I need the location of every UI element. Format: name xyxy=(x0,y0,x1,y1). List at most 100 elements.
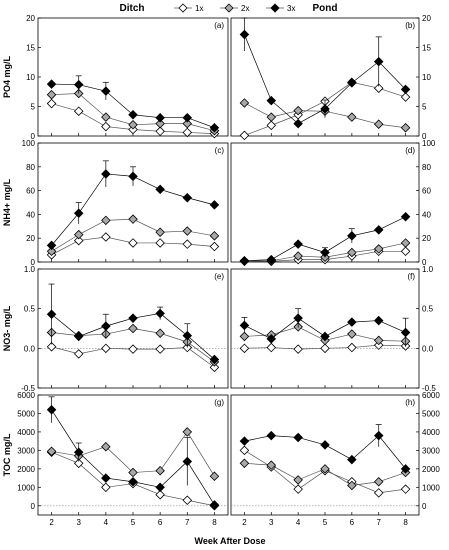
data-point-2x xyxy=(155,227,165,238)
y-tick-label: 20 xyxy=(26,14,35,23)
legend-label-1x: 1x xyxy=(195,4,203,13)
x-tick-label: 5 xyxy=(131,518,136,527)
y-tick-label: 15 xyxy=(26,44,35,53)
data-point-2x xyxy=(101,441,111,452)
x-axis-label: Week After Dose xyxy=(194,536,265,546)
data-point-1x xyxy=(101,482,111,493)
y-tick-label: 4000 xyxy=(422,428,440,437)
data-point-1x xyxy=(101,343,111,354)
y-tick-label: 4000 xyxy=(17,428,35,437)
legend-marker-2x xyxy=(224,3,234,13)
y-axis-label: NH4+ mg/L xyxy=(2,178,12,226)
data-point-1x xyxy=(400,484,411,494)
y-tick-label: 0 xyxy=(31,502,36,511)
data-point-2x xyxy=(347,112,357,122)
series-1x xyxy=(46,341,220,373)
y-tick-label: 80 xyxy=(26,163,35,172)
series-3x xyxy=(239,308,411,347)
data-point-2x xyxy=(320,464,330,474)
data-point-2x xyxy=(155,328,165,339)
data-point-2x xyxy=(266,460,277,470)
data-point-3x xyxy=(239,29,250,40)
series-2x xyxy=(46,214,220,257)
x-tick-label: 7 xyxy=(376,518,381,527)
data-point-1x xyxy=(373,83,384,93)
data-point-1x xyxy=(128,344,138,354)
y-tick-label: 100 xyxy=(22,139,36,148)
y-tick-label: 5000 xyxy=(17,409,35,418)
data-point-2x xyxy=(182,118,193,129)
data-point-1x xyxy=(400,246,411,257)
data-point-2x xyxy=(73,88,84,99)
panel-label: (d) xyxy=(405,146,415,155)
data-point-3x xyxy=(128,313,138,323)
data-point-2x xyxy=(209,231,220,241)
data-point-3x xyxy=(101,473,111,483)
series-3x xyxy=(46,75,220,133)
y-tick-label: 1.0 xyxy=(24,265,36,274)
panel-label: (c) xyxy=(215,146,225,155)
y-tick-label: 0 xyxy=(31,258,36,267)
data-point-3x xyxy=(46,240,57,251)
data-point-3x xyxy=(46,309,57,319)
data-point-2x xyxy=(400,238,411,248)
data-point-2x xyxy=(101,215,111,226)
data-point-2x xyxy=(128,120,138,130)
panel-a: 0 5 10 15 20 (a) PO4 mg/L xyxy=(2,14,229,141)
data-point-1x xyxy=(182,239,193,249)
data-point-3x xyxy=(101,321,111,331)
data-point-1x xyxy=(239,343,250,354)
data-point-2x xyxy=(239,331,250,342)
x-tick-label: 4 xyxy=(104,518,109,527)
data-point-1x xyxy=(73,458,84,469)
x-tick-label: 8 xyxy=(212,518,217,527)
x-tick-label: 3 xyxy=(76,518,81,527)
data-point-2x xyxy=(293,475,303,485)
data-point-2x xyxy=(373,119,384,129)
data-point-1x xyxy=(239,130,250,141)
y-tick-label: 5 xyxy=(422,103,427,112)
data-point-2x xyxy=(239,98,250,108)
data-point-3x xyxy=(266,430,277,441)
data-point-2x xyxy=(400,122,411,133)
data-point-2x xyxy=(293,105,303,116)
data-point-2x xyxy=(373,335,384,346)
data-point-2x xyxy=(73,229,84,240)
data-point-2x xyxy=(239,458,250,469)
plot-frame xyxy=(37,394,229,516)
plot-frame xyxy=(230,142,420,263)
legend: 1x 2x 3x xyxy=(174,3,295,13)
y-tick-label: 6000 xyxy=(17,391,35,400)
data-point-3x xyxy=(73,331,84,342)
data-point-1x xyxy=(239,445,250,456)
x-tick-label: 6 xyxy=(158,518,163,527)
data-point-1x xyxy=(101,232,111,242)
data-point-2x xyxy=(373,477,384,487)
data-point-3x xyxy=(373,225,384,235)
data-point-3x xyxy=(293,118,303,129)
panel-label: (b) xyxy=(405,21,415,30)
data-point-2x xyxy=(101,112,111,122)
y-tick-label: 0 xyxy=(31,132,36,141)
data-point-1x xyxy=(155,126,165,137)
data-point-2x xyxy=(347,480,357,491)
data-point-1x xyxy=(293,484,303,494)
panel-b: 0 5 10 15 20 (b) xyxy=(230,14,431,141)
y-tick-label: 20 xyxy=(422,234,431,243)
panel-label: (a) xyxy=(214,21,224,30)
y-tick-label: -0.5 xyxy=(21,384,35,393)
y-tick-label: -0.5 xyxy=(422,384,436,393)
data-point-1x xyxy=(155,489,165,500)
y-tick-label: 3000 xyxy=(17,446,35,455)
plot-frame xyxy=(230,17,420,137)
data-point-3x xyxy=(266,334,277,344)
y-tick-label: 10 xyxy=(422,73,431,82)
data-point-3x xyxy=(46,79,57,89)
data-point-3x xyxy=(128,477,138,487)
legend-label-3x: 3x xyxy=(287,4,295,13)
data-point-1x xyxy=(73,235,84,246)
y-tick-label: 60 xyxy=(422,187,431,196)
data-point-1x xyxy=(320,343,330,354)
data-point-3x xyxy=(373,315,384,326)
